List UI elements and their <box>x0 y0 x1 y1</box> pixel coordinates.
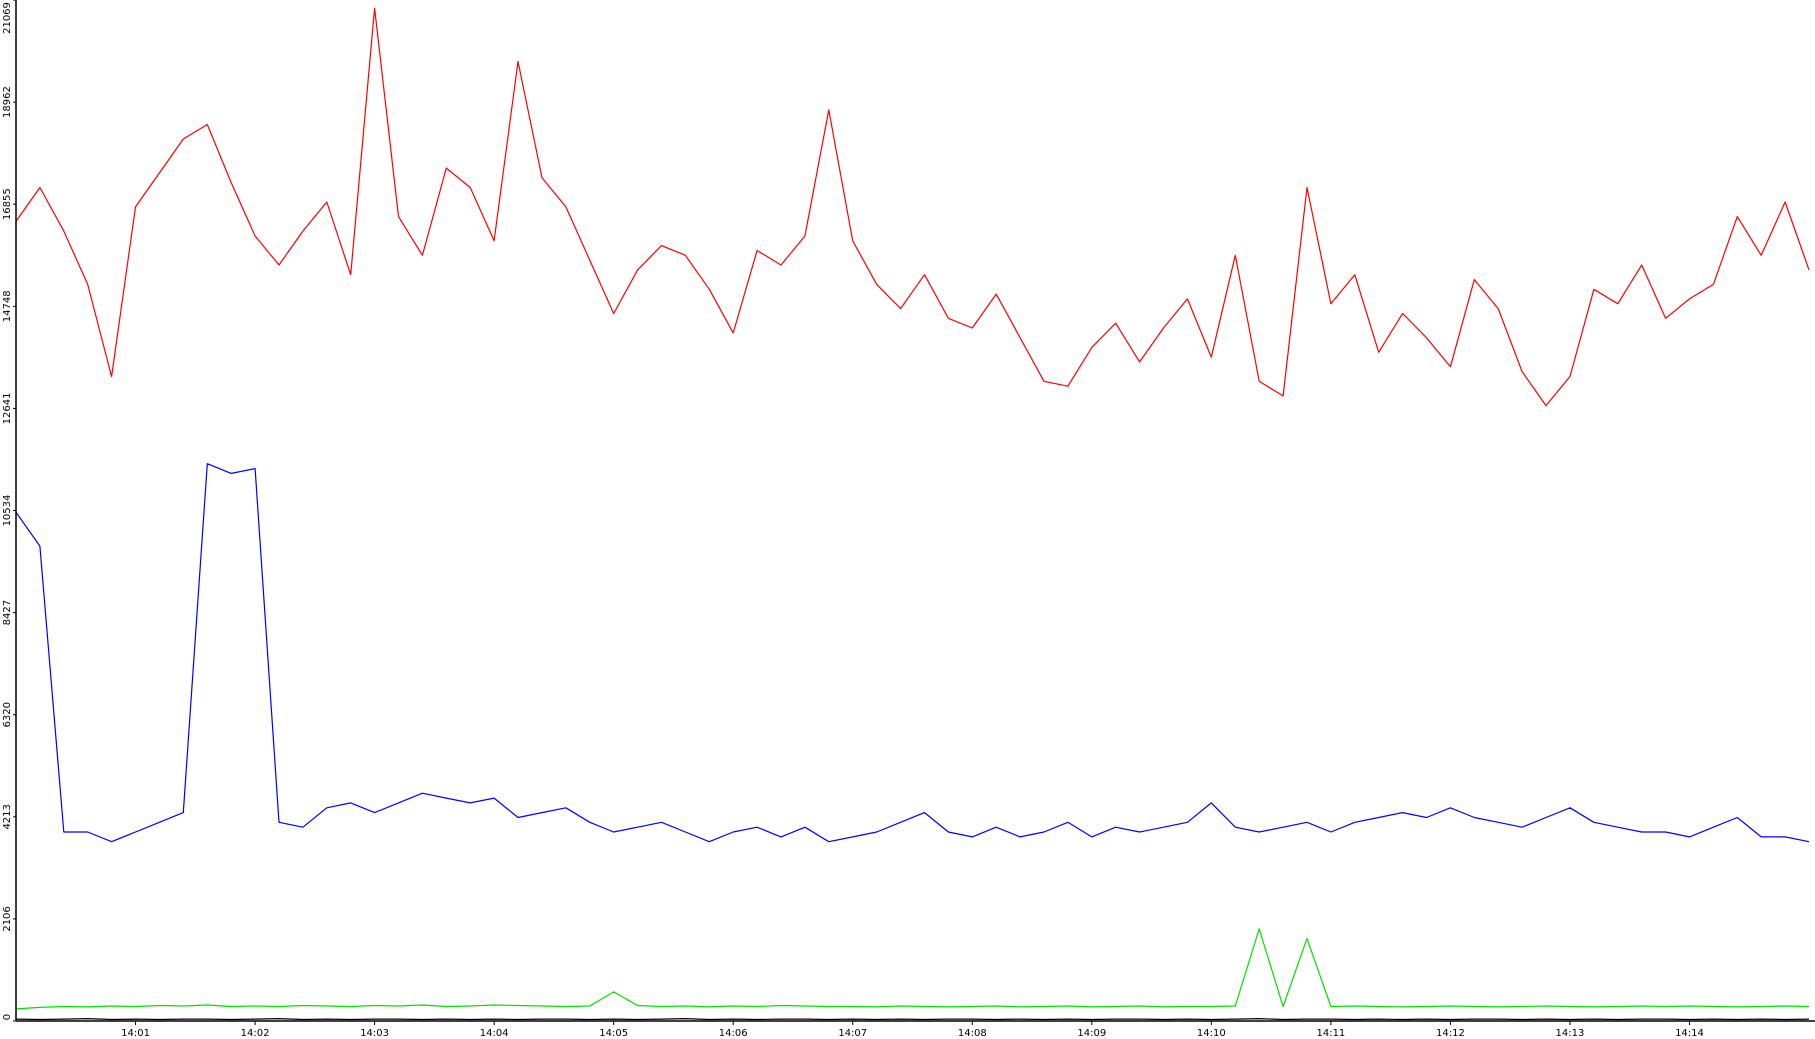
x-tick-label: 14:11 <box>1316 1028 1345 1039</box>
x-tick-label: 14:10 <box>1197 1028 1226 1039</box>
y-tick-label: 21069 <box>2 2 13 34</box>
y-tick-label: 14748 <box>2 290 13 322</box>
data-line <box>15 928 1810 1010</box>
x-tick-label: 14:03 <box>360 1028 389 1039</box>
x-tick-label: 14:12 <box>1436 1028 1465 1039</box>
x-tick-label: 14:05 <box>599 1028 628 1039</box>
data-line <box>15 1018 1810 1021</box>
x-tick-label: 14:01 <box>121 1028 150 1039</box>
x-tick-label: 14:08 <box>958 1028 987 1039</box>
y-tick-label: 4213 <box>2 804 13 829</box>
x-tick-label: 14:14 <box>1675 1028 1704 1039</box>
data-line <box>15 7 1810 407</box>
y-tick-label: 2106 <box>2 906 13 931</box>
x-tick-label: 14:13 <box>1556 1028 1585 1039</box>
x-tick-label: 14:06 <box>719 1028 748 1039</box>
x-tick-label: 14:04 <box>480 1028 509 1039</box>
x-tick-label: 14:02 <box>241 1028 270 1039</box>
y-tick-label: 16855 <box>2 188 13 220</box>
y-tick-label: 18962 <box>2 86 13 118</box>
y-tick-label: 8427 <box>2 600 13 625</box>
y-tick-label: 6320 <box>2 702 13 727</box>
x-tick-label: 14:07 <box>838 1028 867 1039</box>
y-tick-label: 12641 <box>2 393 13 425</box>
data-line <box>15 463 1810 843</box>
x-tick-label: 14:09 <box>1077 1028 1106 1039</box>
y-tick-label: 0 <box>2 1014 13 1020</box>
y-tick-label: 10534 <box>2 495 13 527</box>
